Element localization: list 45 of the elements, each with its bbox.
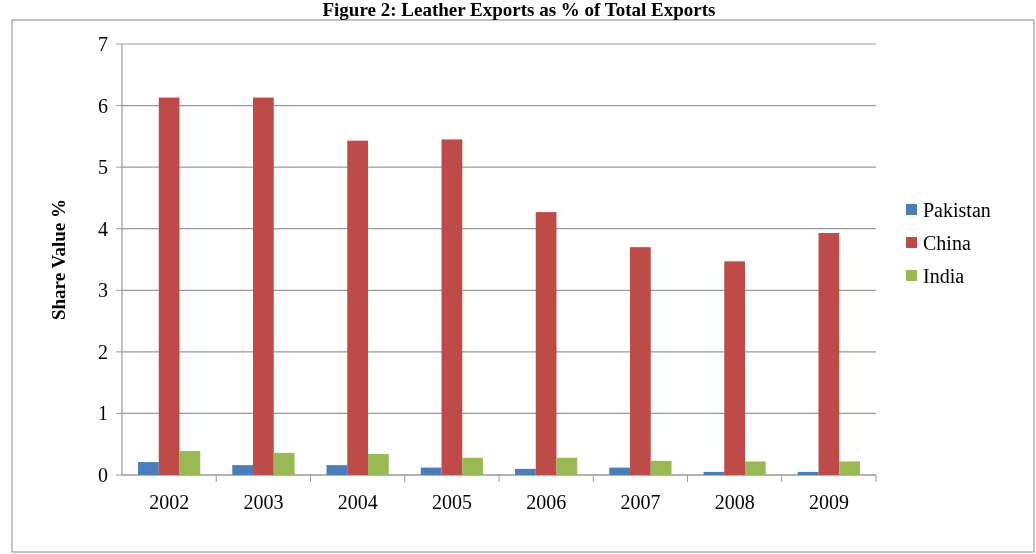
- y-tick-label: 2: [98, 340, 108, 363]
- bar: [326, 465, 348, 475]
- x-tick-label: 2007: [620, 491, 661, 513]
- bar: [273, 452, 295, 475]
- x-tick-label: 2004: [337, 491, 378, 513]
- bar: [839, 461, 860, 475]
- bar: [232, 465, 254, 475]
- bar: [535, 212, 557, 475]
- legend-label: China: [923, 232, 971, 254]
- y-tick-label: 6: [98, 94, 108, 117]
- y-tick-label: 1: [98, 402, 108, 425]
- x-tick-label: 2005: [431, 491, 472, 513]
- bar: [744, 461, 766, 475]
- bar: [556, 457, 578, 475]
- bar: [630, 247, 651, 475]
- bar: [441, 139, 463, 475]
- y-tick-label: 0: [98, 464, 108, 486]
- legend-label: India: [923, 265, 965, 287]
- bar: [347, 140, 368, 475]
- x-tick-label: 2006: [526, 491, 567, 513]
- bar: [462, 457, 483, 475]
- bar: [253, 97, 274, 475]
- legend-label: Pakistan: [923, 199, 991, 221]
- bar: [179, 450, 201, 475]
- bar: [818, 233, 840, 475]
- bar: [420, 467, 442, 475]
- bar: [138, 462, 159, 475]
- x-tick-label: 2009: [808, 491, 849, 513]
- bar: [703, 471, 725, 475]
- y-tick-label: 4: [98, 217, 108, 240]
- bar: [158, 97, 180, 475]
- x-tick-label: 2008: [714, 491, 755, 513]
- y-tick-label: 7: [98, 33, 108, 55]
- y-axis-title: Share Value %: [48, 198, 69, 321]
- y-tick-label: 5: [98, 156, 108, 179]
- bar: [797, 471, 819, 475]
- chart-title: Figure 2: Leather Exports as % of Total Exports: [322, 0, 716, 20]
- x-tick-label: 2002: [149, 491, 190, 513]
- y-tick-label: 3: [98, 279, 108, 302]
- x-tick-label: 2003: [243, 491, 284, 513]
- bar: [724, 261, 745, 475]
- bar: [515, 468, 536, 475]
- bar: [367, 454, 389, 475]
- bar: [650, 460, 672, 475]
- bar: [609, 467, 631, 475]
